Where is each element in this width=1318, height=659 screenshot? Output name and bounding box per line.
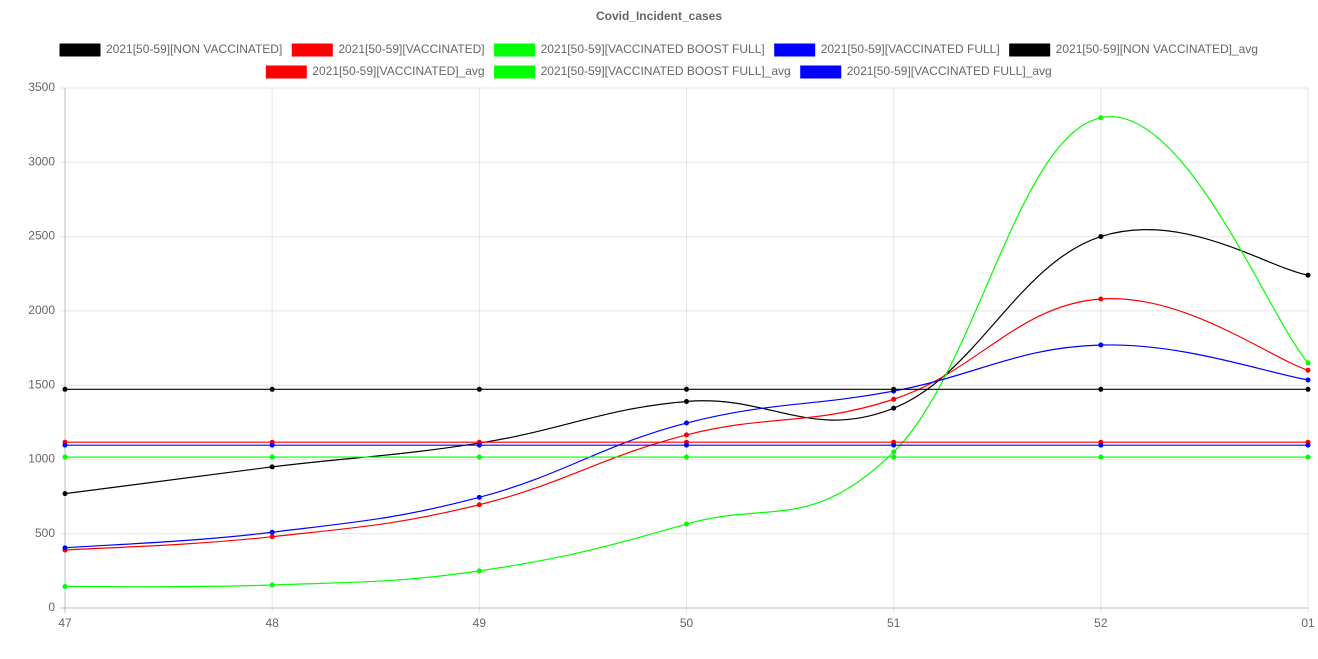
legend-label: 2021[50-59][VACCINATED FULL] <box>821 42 1000 56</box>
data-point <box>62 491 68 497</box>
legend-item[interactable]: 2021[50-59][NON VACCINATED]_avg <box>1009 42 1258 57</box>
data-point <box>684 442 689 448</box>
legend-swatch <box>1009 43 1051 57</box>
data-point <box>476 386 482 392</box>
data-point <box>684 420 689 426</box>
data-point <box>684 432 689 438</box>
data-point <box>1098 296 1104 302</box>
y-tick-label: 500 <box>35 526 55 540</box>
legend-item[interactable]: 2021[50-59][VACCINATED]_avg <box>265 64 485 79</box>
x-tick-label: 51 <box>887 616 901 630</box>
legend-label: 2021[50-59][VACCINATED] <box>338 42 484 56</box>
data-point <box>62 442 68 448</box>
data-point <box>1098 442 1104 448</box>
data-point <box>269 529 275 535</box>
legend-label: 2021[50-59][NON VACCINATED]_avg <box>1056 42 1258 56</box>
data-point <box>476 494 482 500</box>
legend-swatch <box>494 43 536 57</box>
data-point <box>1305 386 1311 392</box>
data-point <box>1098 454 1104 460</box>
data-point <box>476 454 482 460</box>
data-point <box>1098 115 1104 121</box>
data-point <box>62 386 68 392</box>
data-point <box>891 442 897 448</box>
data-point <box>891 449 897 455</box>
y-tick-label: 1500 <box>28 377 55 391</box>
legend-swatch <box>265 65 307 79</box>
series-line <box>64 116 1309 588</box>
legend-label: 2021[50-59][VACCINATED BOOST FULL] <box>541 42 765 56</box>
legend-label: 2021[50-59][VACCINATED FULL]_avg <box>847 64 1052 78</box>
y-tick-label: 0 <box>48 600 55 614</box>
legend-item[interactable]: 2021[50-59][VACCINATED] <box>291 42 485 57</box>
data-point <box>1305 442 1311 448</box>
y-tick-label: 2500 <box>28 229 55 243</box>
y-tick-label: 3500 <box>28 80 55 94</box>
legend-item[interactable]: 2021[50-59][VACCINATED FULL]_avg <box>800 64 1052 79</box>
legend-swatch <box>494 65 536 79</box>
data-point <box>476 442 482 448</box>
legend-swatch <box>800 65 842 79</box>
x-tick-label: 50 <box>680 616 694 630</box>
data-point <box>269 582 275 588</box>
data-point <box>62 454 68 460</box>
data-point <box>1305 367 1311 373</box>
y-tick-label: 3000 <box>28 154 55 168</box>
legend-swatch <box>59 43 101 57</box>
data-point <box>891 454 897 460</box>
data-point <box>269 442 275 448</box>
data-point <box>269 534 275 540</box>
legend-item[interactable]: 2021[50-59][VACCINATED BOOST FULL] <box>494 42 765 57</box>
data-point <box>891 396 897 402</box>
x-tick-label: 52 <box>1094 616 1108 630</box>
data-point <box>476 502 482 508</box>
x-tick-label: 01 <box>1301 616 1315 630</box>
data-point <box>1098 386 1104 392</box>
data-point <box>891 386 897 392</box>
data-point <box>1305 454 1311 460</box>
legend-swatch <box>291 43 333 57</box>
y-tick-label: 2000 <box>28 303 55 317</box>
data-point <box>684 521 689 527</box>
data-point <box>684 386 689 392</box>
data-point <box>1305 377 1311 383</box>
data-point <box>891 405 897 411</box>
legend-label: 2021[50-59][NON VACCINATED] <box>106 42 282 56</box>
data-point <box>1305 272 1311 278</box>
legend-swatch <box>774 43 816 57</box>
x-tick-label: 48 <box>265 616 279 630</box>
data-point <box>62 545 68 551</box>
legend-item[interactable]: 2021[50-59][NON VACCINATED] <box>59 42 282 57</box>
legend: 2021[50-59][NON VACCINATED] 2021[50-59][V… <box>59 42 1258 79</box>
x-tick-label: 49 <box>473 616 487 630</box>
data-point <box>684 454 689 460</box>
x-tick-label: 47 <box>58 616 72 630</box>
chart-title: Covid_Incident_cases <box>596 9 722 23</box>
data-point <box>476 568 482 574</box>
data-point <box>1098 234 1104 240</box>
data-point <box>269 386 275 392</box>
y-tick-label: 1000 <box>28 452 55 466</box>
legend-item[interactable]: 2021[50-59][VACCINATED FULL] <box>774 42 1000 57</box>
legend-label: 2021[50-59][VACCINATED]_avg <box>312 64 484 78</box>
data-point <box>1098 342 1104 348</box>
data-point <box>1305 360 1311 366</box>
data-point <box>269 464 275 470</box>
data-point <box>62 583 68 589</box>
legend-label: 2021[50-59][VACCINATED BOOST FULL]_avg <box>541 64 791 78</box>
data-point <box>269 454 275 460</box>
data-point <box>684 398 689 404</box>
legend-item[interactable]: 2021[50-59][VACCINATED BOOST FULL]_avg <box>494 64 791 79</box>
